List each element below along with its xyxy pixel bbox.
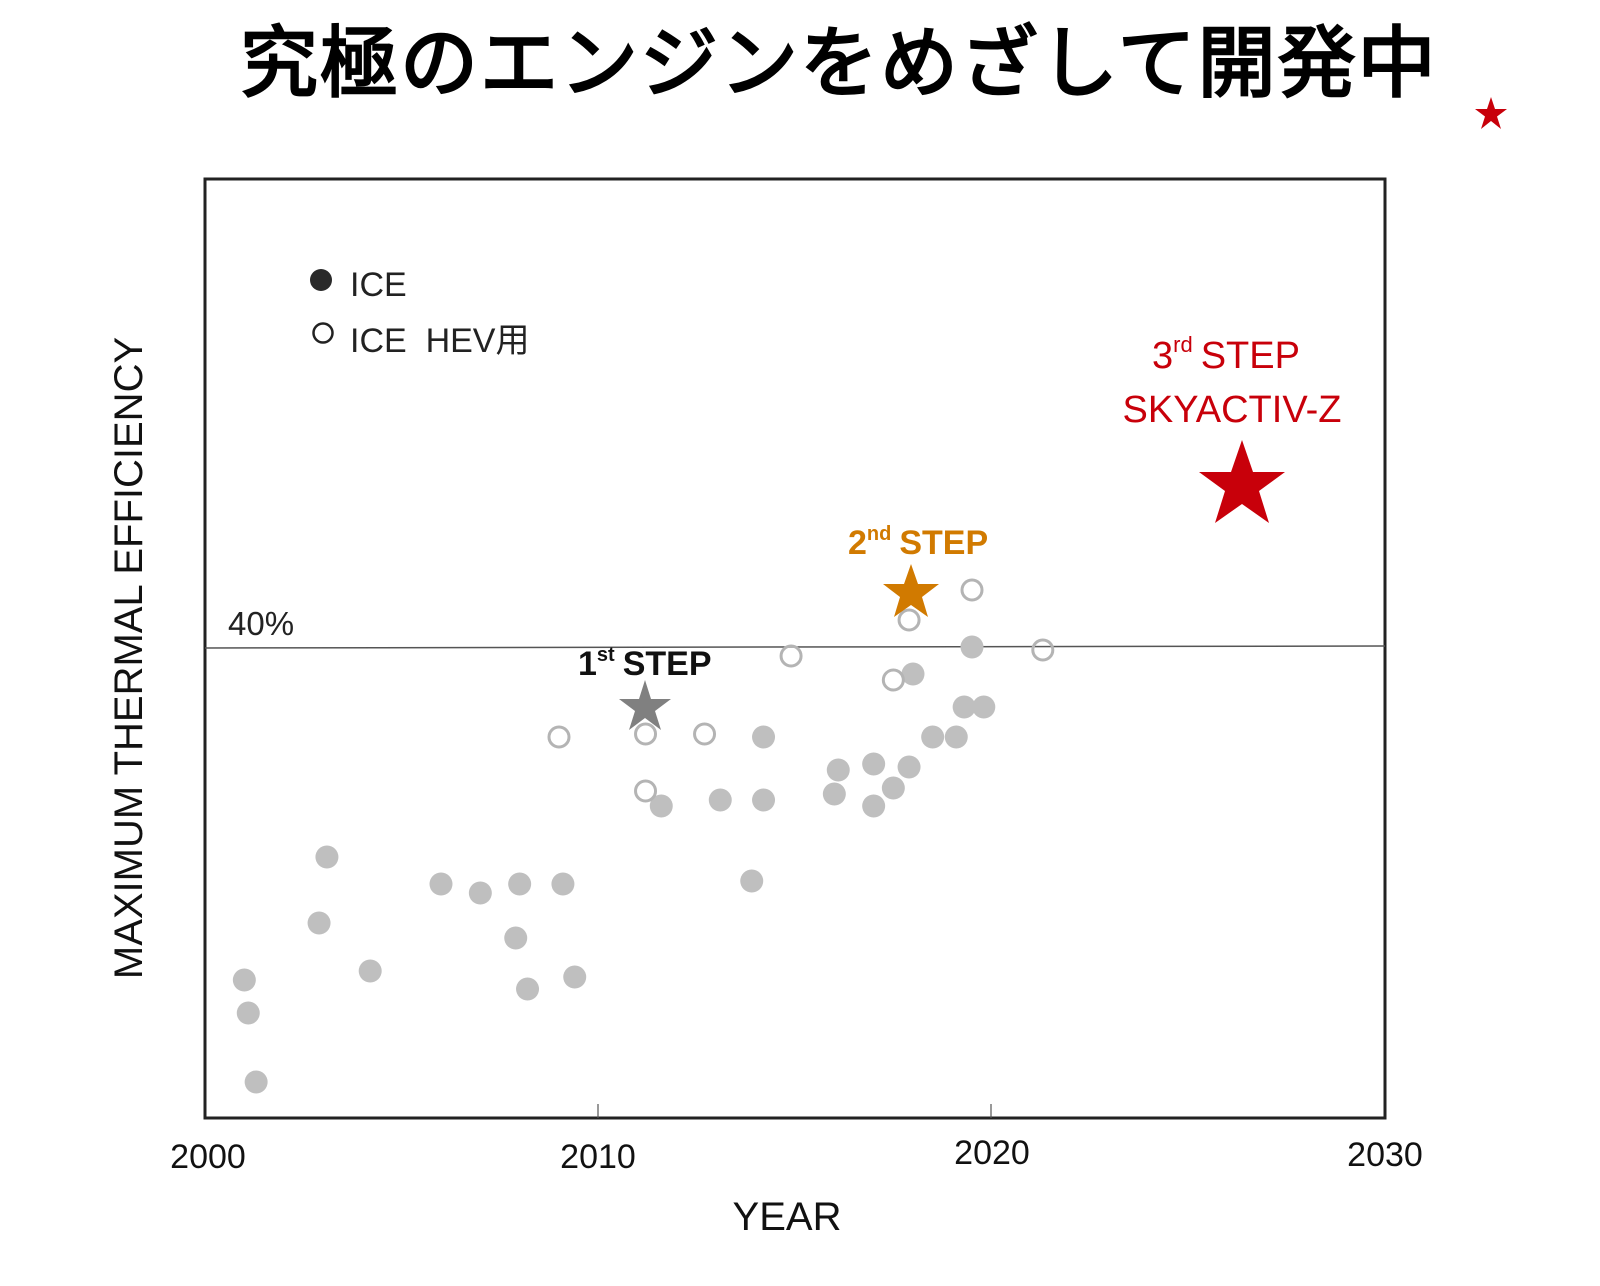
step1-num: 1: [578, 645, 597, 683]
legend-ice-marker: [310, 269, 332, 291]
series-ice: [232, 635, 996, 1094]
data-point-ice: [504, 926, 528, 950]
y-axis-title: MAXIMUM THERMAL EFFICIENCY: [107, 337, 151, 979]
data-point-ice-hev: [1031, 638, 1055, 662]
step-2-annotation: 2nd STEP: [848, 523, 988, 617]
step3-num: 3: [1152, 335, 1173, 377]
data-point-ice-hev: [897, 608, 921, 632]
data-point-ice: [232, 968, 256, 992]
step1-sup: st: [597, 644, 615, 666]
step-1-annotation: 1st STEP: [578, 644, 712, 730]
data-point-ice: [862, 794, 886, 818]
data-point-ice: [862, 752, 886, 776]
data-point-ice: [944, 725, 968, 749]
step-3-annotation: 3rd STEP SKYACTIV-Z: [1123, 332, 1342, 523]
data-point-ice: [960, 635, 984, 659]
series-ice-hev: [547, 578, 1055, 803]
x-tick-label: 2020: [954, 1134, 1030, 1172]
data-point-ice-hev: [547, 725, 571, 749]
star-icon: [1475, 97, 1507, 129]
data-point-ice-hev: [693, 722, 717, 746]
data-point-ice: [826, 758, 850, 782]
data-point-ice-hev: [779, 644, 803, 668]
data-point-ice-hev: [881, 668, 905, 692]
step3-sup: rd: [1173, 332, 1193, 357]
x-tick-label: 2030: [1347, 1136, 1423, 1174]
reference-line-label: 40%: [228, 605, 294, 642]
step-2-star-icon: [883, 564, 939, 617]
step3-product-label: SKYACTIV-Z: [1123, 389, 1342, 431]
data-point-ice: [563, 965, 587, 989]
legend-hev-label: ICE HEV用: [350, 322, 529, 360]
data-point-ice: [315, 845, 339, 869]
data-point-ice: [897, 755, 921, 779]
data-point-ice: [901, 662, 925, 686]
data-point-ice: [358, 959, 382, 983]
data-point-ice: [822, 782, 846, 806]
step-3-star-icon: [1199, 440, 1285, 523]
page-title: 究極のエンジンをめざして開発中: [240, 19, 1438, 109]
data-point-ice: [972, 695, 996, 719]
data-point-ice: [468, 881, 492, 905]
x-tick-label: 2010: [560, 1138, 636, 1176]
data-point-ice: [516, 977, 540, 1001]
data-point-ice: [429, 872, 453, 896]
data-point-ice-hev: [634, 722, 658, 746]
data-point-ice: [752, 788, 776, 812]
data-point-ice: [244, 1070, 268, 1094]
step1-label: STEP: [623, 645, 712, 683]
data-point-ice: [649, 794, 673, 818]
step2-label: STEP: [899, 524, 988, 562]
data-point-ice: [752, 725, 776, 749]
step-1-star-icon: [619, 680, 671, 730]
x-tick-label: 2000: [170, 1138, 246, 1176]
legend-ice-label: ICE: [350, 266, 407, 304]
legend: ICE ICE HEV用: [310, 266, 529, 360]
data-point-ice-hev: [634, 779, 658, 803]
data-point-ice: [921, 725, 945, 749]
x-tick-marks: [597, 1104, 992, 1118]
data-point-ice: [708, 788, 732, 812]
step2-num: 2: [848, 524, 867, 562]
data-point-ice: [881, 776, 905, 800]
step3-label: STEP: [1201, 335, 1300, 377]
data-point-ice: [307, 911, 331, 935]
step2-sup: nd: [867, 523, 891, 545]
data-point-ice: [236, 1001, 260, 1025]
legend-hev-marker: [312, 322, 334, 344]
data-point-ice: [508, 872, 532, 896]
plot-frame: [203, 177, 1387, 1120]
data-point-ice: [740, 869, 764, 893]
data-point-ice: [952, 695, 976, 719]
data-point-ice-hev: [960, 578, 984, 602]
x-axis-title: YEAR: [733, 1195, 842, 1239]
data-point-ice: [551, 872, 575, 896]
